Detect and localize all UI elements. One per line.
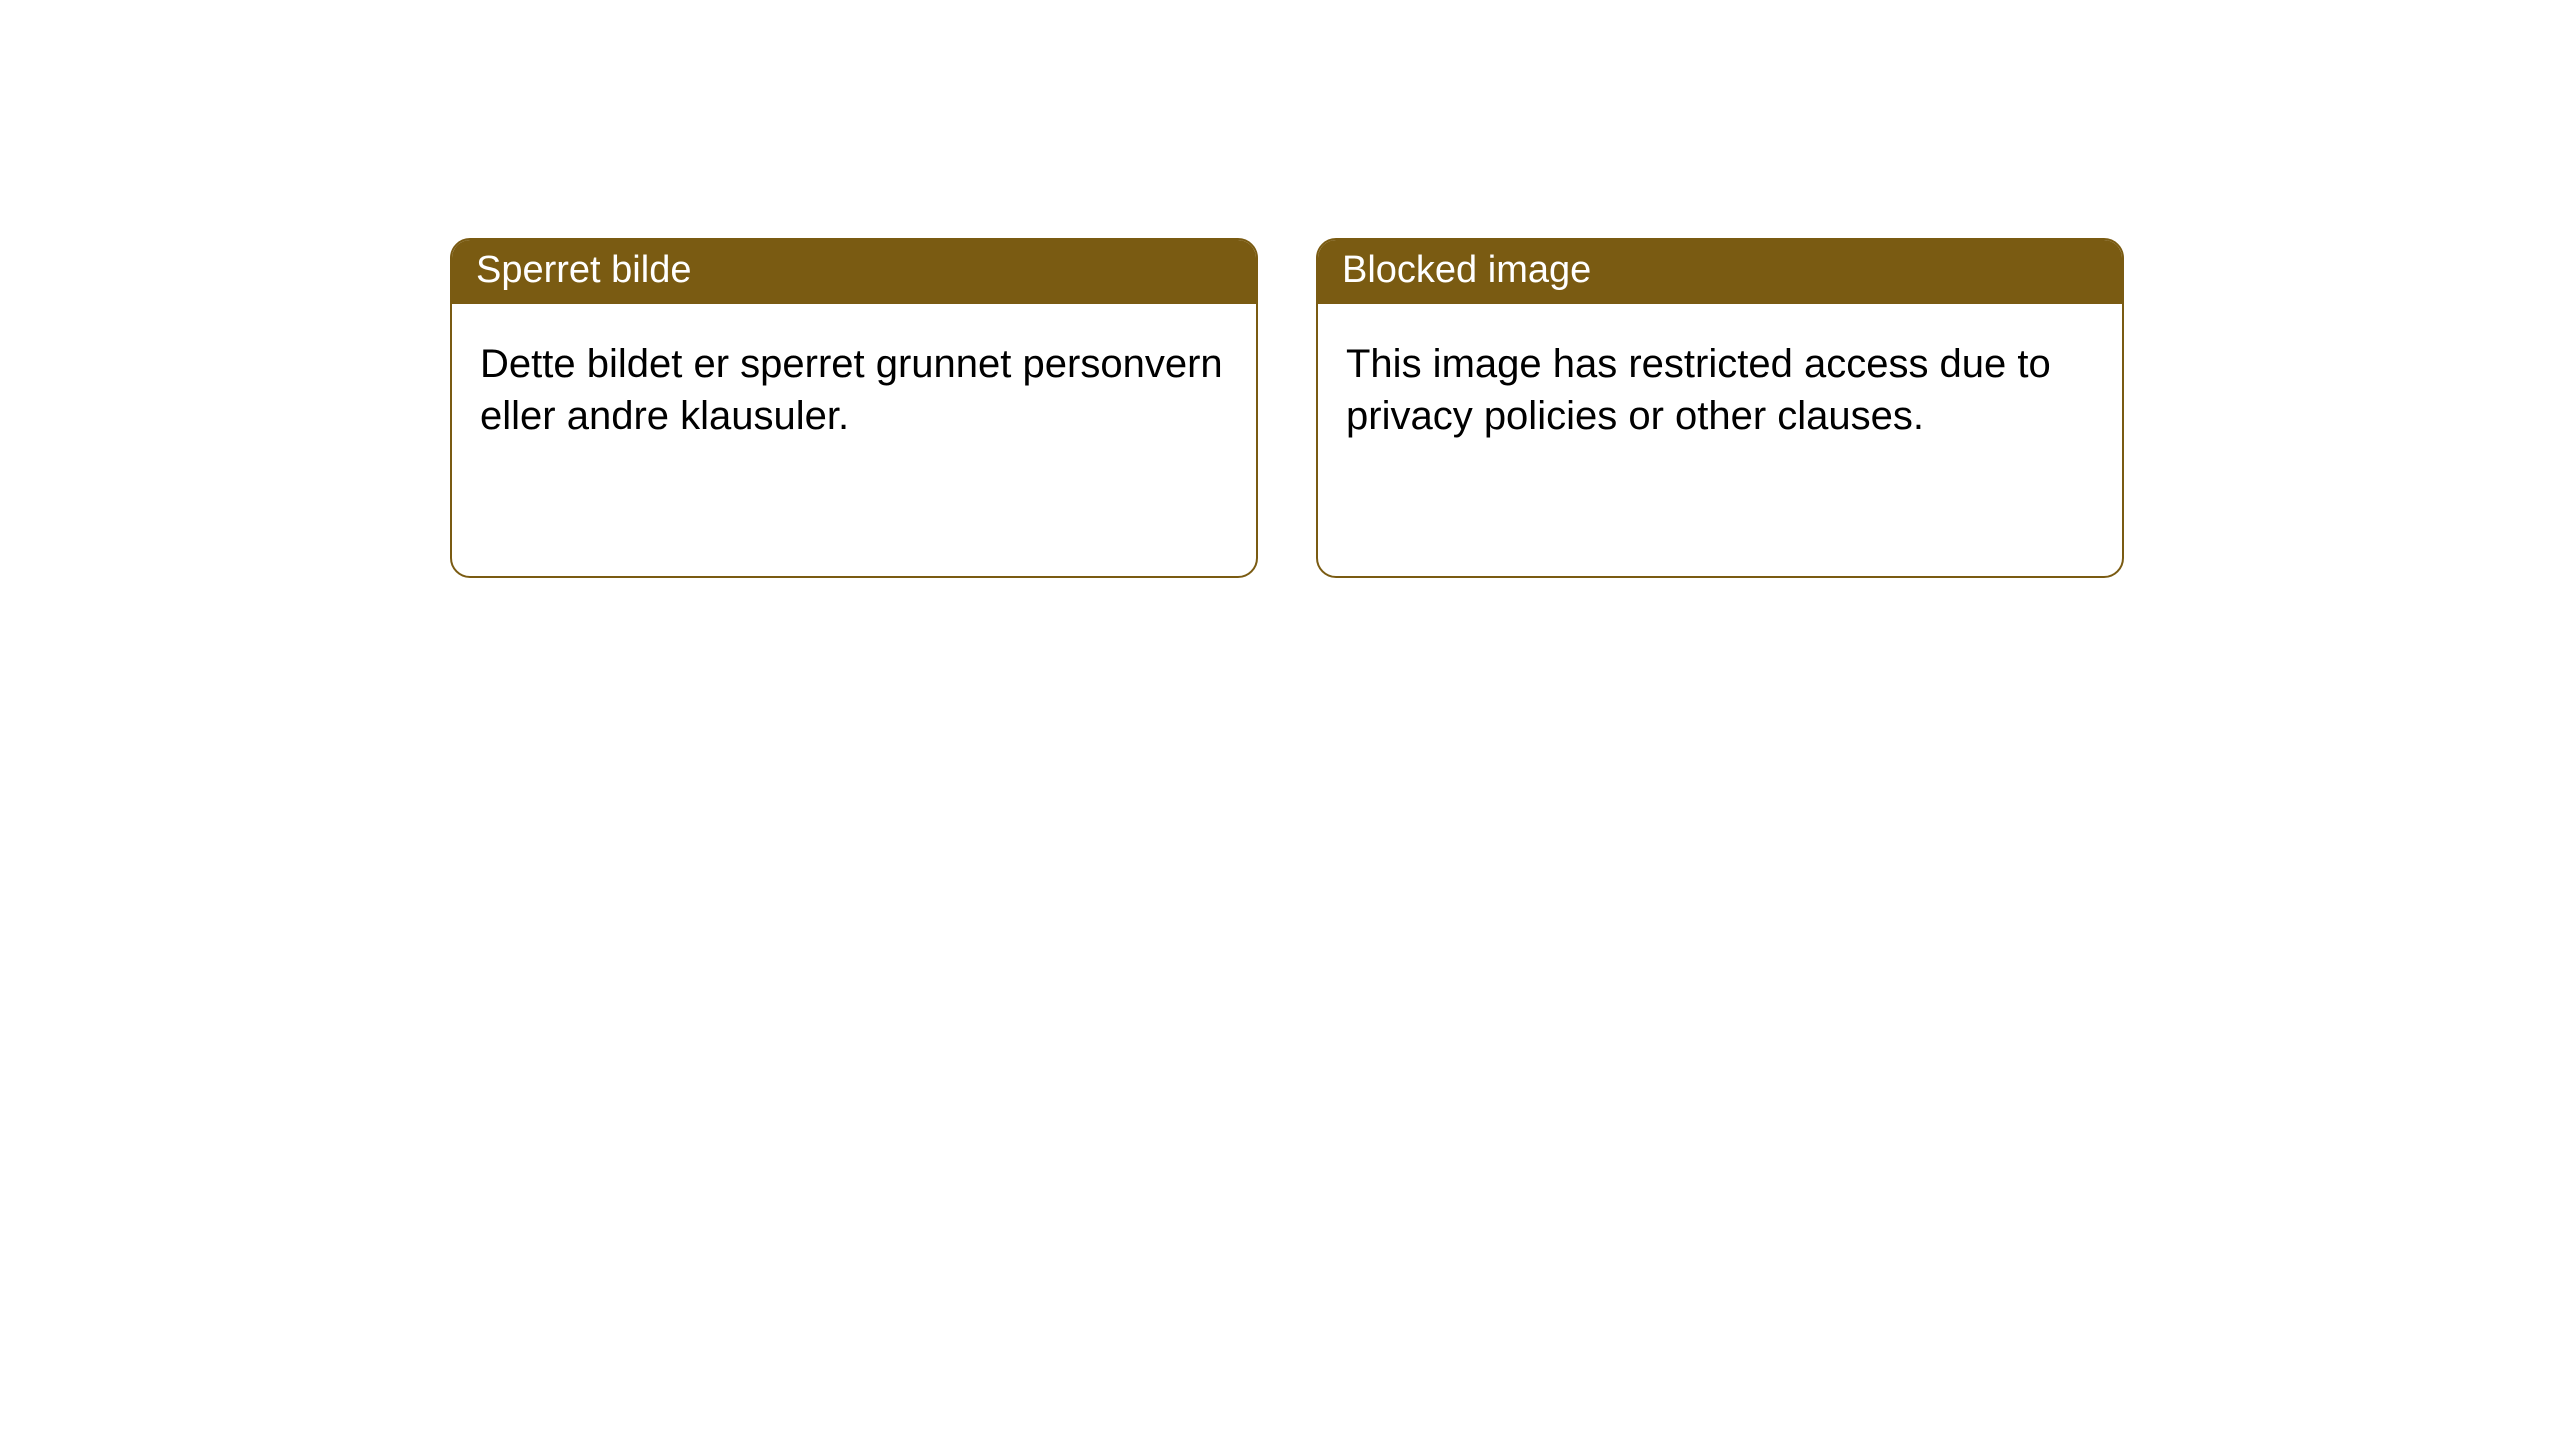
card-row: Sperret bilde Dette bildet er sperret gr… [450,238,2124,578]
card-header-no: Sperret bilde [452,240,1256,304]
card-header-en: Blocked image [1318,240,2122,304]
blocked-image-card-no: Sperret bilde Dette bildet er sperret gr… [450,238,1258,578]
page-root: Sperret bilde Dette bildet er sperret gr… [0,0,2560,1440]
blocked-image-card-en: Blocked image This image has restricted … [1316,238,2124,578]
card-body-en: This image has restricted access due to … [1318,304,2122,470]
card-body-no: Dette bildet er sperret grunnet personve… [452,304,1256,470]
